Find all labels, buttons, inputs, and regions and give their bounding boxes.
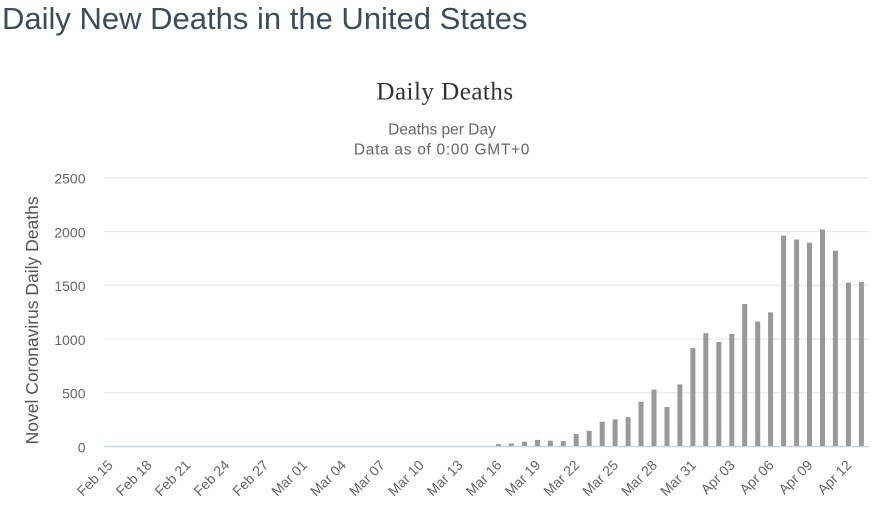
svg-text:Feb 15: Feb 15	[74, 457, 116, 499]
svg-text:Apr 03: Apr 03	[697, 457, 738, 498]
svg-text:Apr 09: Apr 09	[775, 457, 816, 498]
svg-text:Mar 10: Mar 10	[385, 457, 427, 499]
svg-text:Mar 28: Mar 28	[618, 457, 660, 499]
svg-text:1000: 1000	[54, 332, 85, 348]
svg-text:2000: 2000	[54, 224, 85, 240]
svg-text:Apr 06: Apr 06	[736, 457, 777, 498]
svg-text:Mar 25: Mar 25	[579, 457, 621, 499]
svg-text:500: 500	[62, 386, 86, 402]
svg-text:Feb 18: Feb 18	[113, 457, 155, 499]
svg-text:Apr 12: Apr 12	[814, 457, 855, 498]
svg-text:Mar 13: Mar 13	[424, 457, 466, 499]
svg-text:Novel Coronavirus Daily Deaths: Novel Coronavirus Daily Deaths	[22, 196, 42, 444]
svg-text:Mar 04: Mar 04	[307, 457, 349, 499]
svg-text:Mar 07: Mar 07	[346, 457, 388, 499]
svg-text:0: 0	[78, 439, 86, 455]
svg-text:Feb 21: Feb 21	[151, 457, 193, 499]
svg-text:Mar 22: Mar 22	[540, 457, 582, 499]
svg-text:Deaths per Day: Deaths per Day	[388, 122, 496, 139]
svg-text:Data as of 0:00 GMT+0: Data as of 0:00 GMT+0	[354, 141, 530, 158]
svg-text:2500: 2500	[54, 171, 85, 187]
svg-text:Mar 31: Mar 31	[657, 457, 699, 499]
svg-text:Mar 01: Mar 01	[268, 457, 310, 499]
svg-text:Mar 16: Mar 16	[462, 457, 504, 499]
svg-text:Daily Deaths: Daily Deaths	[376, 79, 513, 106]
svg-text:Feb 24: Feb 24	[190, 457, 232, 499]
svg-text:1500: 1500	[54, 278, 85, 294]
svg-text:Feb 27: Feb 27	[229, 457, 271, 499]
svg-text:Mar 19: Mar 19	[501, 457, 543, 499]
